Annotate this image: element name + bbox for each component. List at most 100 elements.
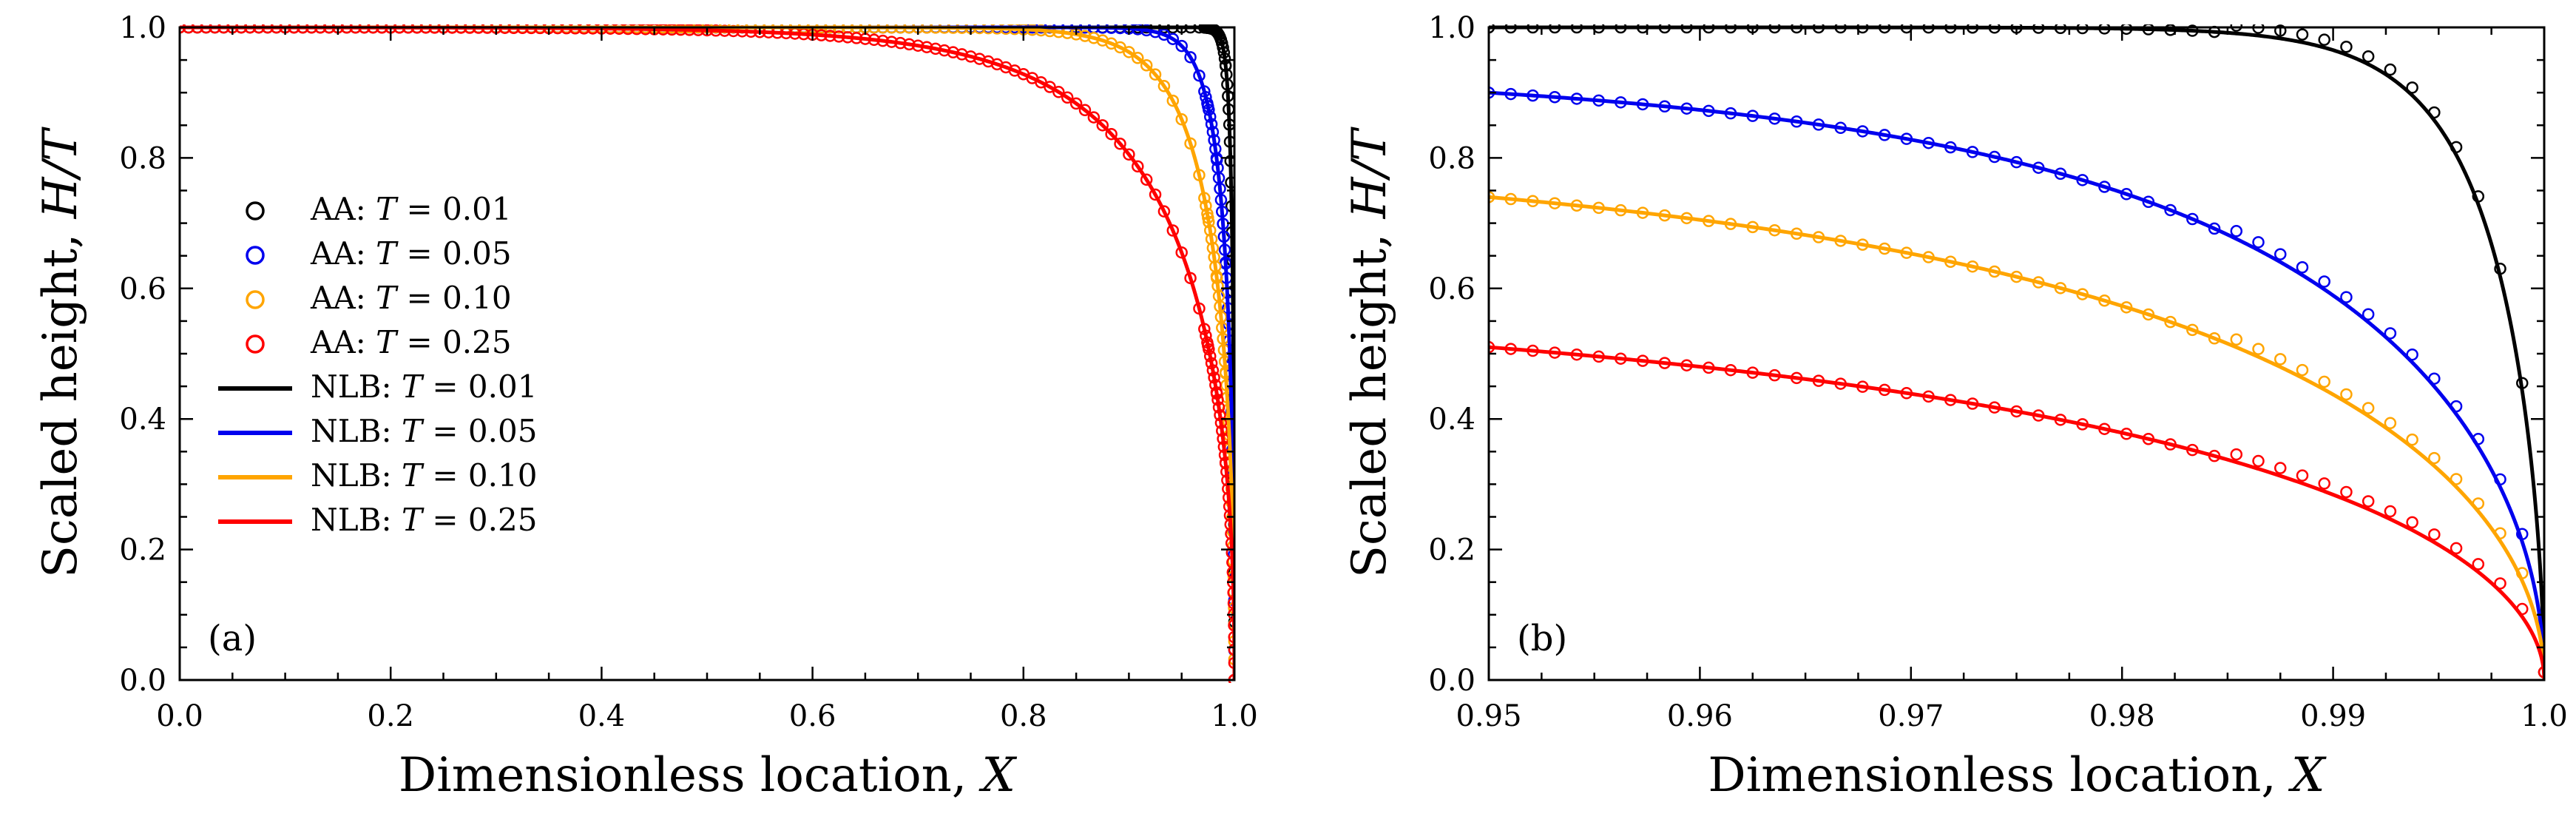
marker [1149,188,1162,201]
marker [2384,327,2397,340]
marker [1123,148,1135,161]
marker [2406,516,2418,529]
y-tick-label: 0.8 [119,141,166,175]
marker [1132,52,1144,64]
marker [2318,33,2330,46]
legend: AA: T = 0.01 AA: T = 0.05 AA: T = 0.10 AA: … [218,191,537,538]
series-line-5 [1489,90,2544,680]
marker [2362,495,2375,508]
legend-item: AA: T = 0.25 [246,324,512,360]
marker [2340,41,2353,53]
marker [2230,24,2243,32]
legend-item: NLB: T = 0.25 [218,502,537,538]
legend-item: AA: T = 0.10 [246,280,512,316]
marker [1087,111,1101,124]
marker [1166,33,1180,45]
marker [2274,353,2287,366]
marker [1157,80,1171,92]
y-axis-label: Scaled height, H/T [1342,127,1397,578]
marker [2296,363,2309,377]
x-tick-label: 0.0 [156,699,203,733]
marker [2340,388,2353,401]
marker [2186,212,2199,226]
y-axis-label: Scaled height, H/T [33,127,88,578]
marker [1166,94,1180,107]
marker [1140,173,1153,186]
marker [1175,113,1188,126]
legend-label: NLB: T = 0.10 [311,457,537,494]
legend-item: NLB: T = 0.05 [218,413,537,449]
marker [1114,138,1126,150]
marker [1061,91,1074,104]
x-tick-label: 0.98 [2089,699,2155,733]
y-tick-label: 0.6 [119,272,166,306]
marker [2296,469,2309,482]
marker [2384,417,2397,430]
x-tick-label: 0.96 [1667,699,1733,733]
marker [2340,291,2353,303]
marker [2274,248,2287,260]
axes-frame [1487,26,2546,681]
y-tick-label: 0.0 [119,664,166,698]
marker [2494,577,2506,590]
marker [1069,97,1083,110]
marker [2450,473,2463,485]
marker [2252,343,2265,355]
panel-b: 0.95 0.96 0.97 0.98 0.99 1.0 0.0 0.2 0.4 0.6 0.8 1.… [1342,11,2568,803]
marker [2406,81,2418,94]
series-line-7 [180,25,1234,680]
marker [2296,261,2309,274]
x-tick-label: 0.8 [1000,699,1047,733]
x-tick-label: 0.4 [578,699,626,733]
marker [1184,51,1197,64]
marker [1132,160,1144,173]
series-markers-3 [1489,340,2544,679]
y-tick-label: 0.4 [1428,403,1475,437]
y-tick-label: 0.8 [1428,141,1475,175]
marker [2362,308,2375,321]
legend-item: NLB: T = 0.10 [218,457,537,494]
plot-area [1489,24,2544,680]
marker [2252,236,2265,249]
panel-label: (b) [1517,618,1567,659]
marker [2274,462,2287,474]
legend-label: AA: T = 0.05 [310,235,512,272]
y-tick-label: 1.0 [119,11,166,45]
x-tick-label: 1.0 [2521,699,2568,733]
marker [2384,505,2397,518]
y-tick-label: 0.6 [1428,272,1475,306]
marker [1052,86,1065,98]
marker [2362,402,2375,414]
marker [2208,222,2221,235]
marker [1166,224,1180,237]
y-tick-label: 0.2 [119,534,166,568]
legend-item: NLB: T = 0.01 [218,368,537,405]
x-axis-label: Dimensionless location, X [399,748,1018,803]
x-tick-label: 0.6 [789,699,836,733]
marker [1096,119,1109,132]
y-tick-label: 0.4 [119,403,166,437]
marker [1123,46,1135,58]
panel-label: (a) [208,618,257,659]
marker [2230,333,2243,346]
marker [1140,58,1153,72]
marker [1149,68,1162,81]
legend-item: AA: T = 0.01 [246,191,512,227]
marker [2362,50,2375,63]
y-tick-label: 0.2 [1428,534,1475,568]
marker [1175,39,1188,53]
legend-marker [246,290,265,309]
x-tick-label: 0.97 [1878,699,1944,733]
marker [2318,477,2330,490]
marker [2296,28,2309,41]
marker [2318,375,2330,388]
series-line-4 [1489,25,2544,680]
marker [2384,63,2397,76]
marker [1157,205,1171,218]
legend-marker [246,201,265,221]
legend-label: NLB: T = 0.25 [311,502,537,538]
legend-item: AA: T = 0.05 [246,235,512,272]
x-tick-label: 1.0 [1211,699,1258,733]
x-axis-label: Dimensionless location, X [1708,748,2327,803]
